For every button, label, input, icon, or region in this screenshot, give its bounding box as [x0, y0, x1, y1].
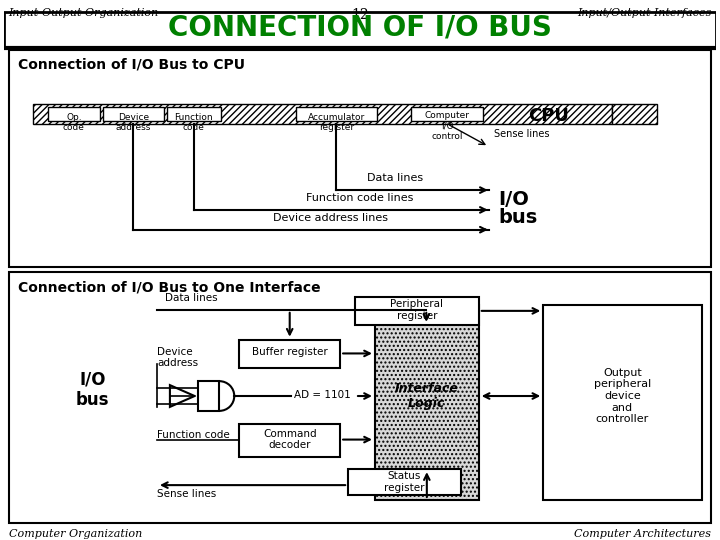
Bar — [412, 107, 483, 121]
Text: Peripheral
register: Peripheral register — [390, 299, 444, 321]
Bar — [48, 107, 99, 121]
Text: Computer Architectures: Computer Architectures — [575, 529, 711, 539]
Text: AD = 1101: AD = 1101 — [294, 390, 351, 400]
Bar — [197, 381, 220, 411]
Text: Computer
I/O
control: Computer I/O control — [425, 111, 469, 141]
Bar — [296, 107, 377, 121]
Bar — [9, 50, 711, 267]
Text: CONNECTION OF I/O BUS: CONNECTION OF I/O BUS — [168, 14, 552, 42]
Text: I/O
bus: I/O bus — [76, 370, 109, 409]
Bar — [613, 104, 657, 124]
Text: Buffer register: Buffer register — [252, 347, 328, 357]
Text: Interface
Logic: Interface Logic — [395, 382, 459, 410]
Bar — [543, 305, 701, 500]
Bar — [4, 12, 716, 48]
Bar — [239, 340, 340, 368]
Text: Data lines: Data lines — [366, 173, 423, 183]
Bar — [239, 424, 340, 457]
Text: Op.
code: Op. code — [63, 113, 85, 132]
Text: 12: 12 — [351, 8, 369, 22]
Bar — [33, 104, 613, 124]
Text: Input-Output Organization: Input-Output Organization — [9, 8, 159, 18]
Text: I/O: I/O — [499, 190, 529, 209]
Text: Sense lines: Sense lines — [157, 489, 216, 499]
Text: Input/Output Interfaces: Input/Output Interfaces — [577, 8, 711, 18]
Text: bus: bus — [499, 208, 538, 227]
Bar — [167, 107, 221, 121]
Bar — [102, 107, 164, 121]
Bar — [375, 305, 479, 500]
Text: Data lines: Data lines — [165, 293, 217, 303]
Text: Status
register: Status register — [384, 471, 425, 493]
Text: Device
address: Device address — [116, 113, 151, 132]
Text: Function code: Function code — [157, 430, 230, 440]
Text: Output
peripheral
device
and
controller: Output peripheral device and controller — [594, 368, 651, 424]
Text: Command
decoder: Command decoder — [263, 429, 317, 450]
Text: Accumulator
register: Accumulator register — [307, 113, 365, 132]
Text: Device
address: Device address — [157, 347, 198, 368]
Text: CPU: CPU — [528, 107, 570, 125]
Bar — [9, 272, 711, 523]
Text: Function
code: Function code — [174, 113, 213, 132]
Text: Device address lines: Device address lines — [273, 213, 388, 223]
Text: Sense lines: Sense lines — [494, 129, 549, 139]
Bar — [355, 297, 479, 325]
Text: Connection of I/O Bus to CPU: Connection of I/O Bus to CPU — [19, 57, 246, 71]
Text: Function code lines: Function code lines — [306, 193, 414, 203]
Bar — [348, 469, 461, 495]
Text: Computer Organization: Computer Organization — [9, 529, 142, 539]
Text: Connection of I/O Bus to One Interface: Connection of I/O Bus to One Interface — [19, 280, 321, 294]
